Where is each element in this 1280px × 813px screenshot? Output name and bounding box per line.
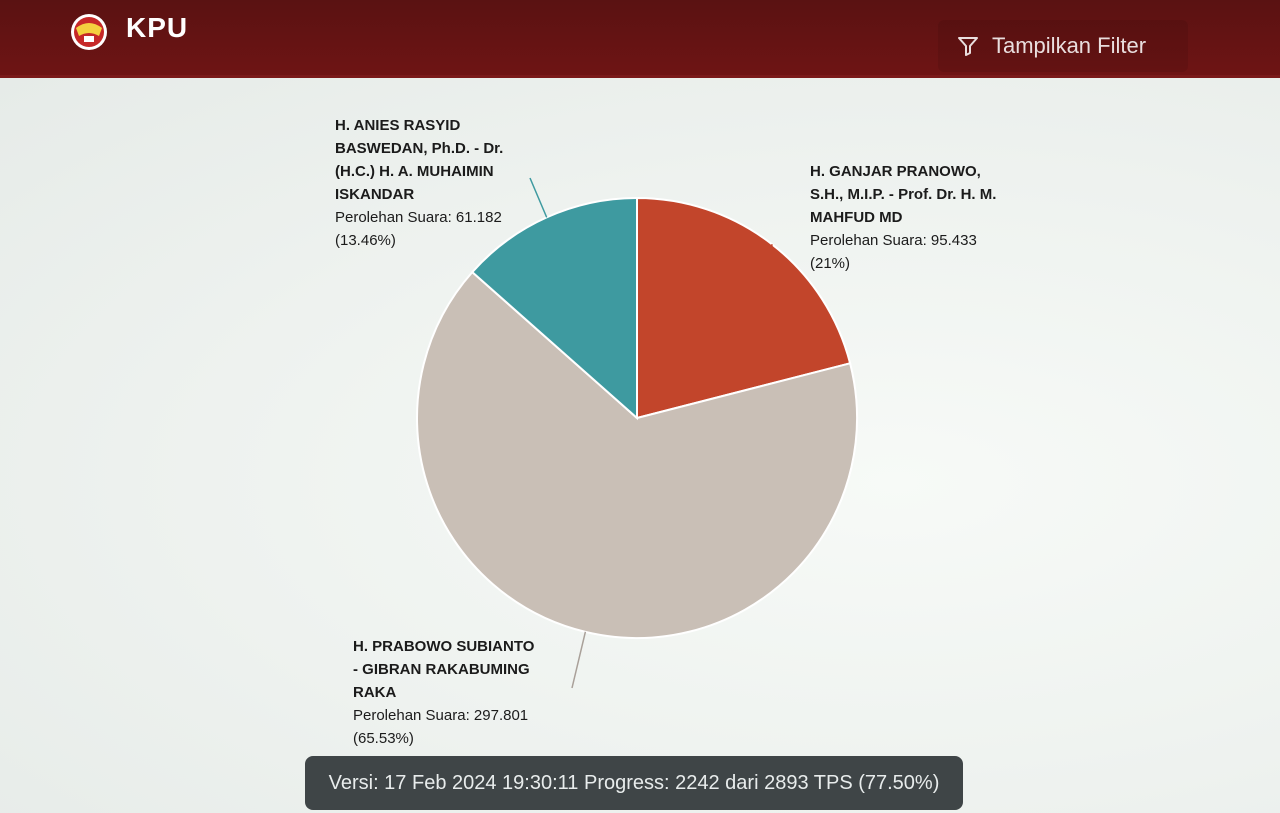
filter-icon bbox=[958, 37, 978, 56]
top-navbar: KPU Tampilkan Filter bbox=[0, 0, 1280, 78]
label-prabowo: H. PRABOWO SUBIANTO - GIBRAN RAKABUMING … bbox=[353, 635, 583, 750]
vote-pie-chart bbox=[416, 177, 858, 689]
leader-line-prabowo bbox=[571, 631, 587, 689]
pie-slice-prabowo[interactable] bbox=[416, 270, 858, 639]
label-ganjar-votes: Perolehan Suara: 95.433 (21%) bbox=[810, 232, 977, 272]
version-progress-bar: Versi: 17 Feb 2024 19:30:11 Progress: 22… bbox=[305, 756, 963, 810]
brand-title[interactable]: KPU bbox=[126, 12, 189, 43]
show-filter-label: Tampilkan Filter bbox=[992, 33, 1147, 58]
label-anies-name: H. ANIES RASYID BASWEDAN, Ph.D. - Dr. (H… bbox=[335, 117, 504, 203]
leader-line-anies bbox=[529, 177, 548, 218]
kpu-emblem-icon[interactable] bbox=[66, 10, 112, 52]
show-filter-button[interactable]: Tampilkan Filter bbox=[938, 20, 1188, 72]
label-anies: H. ANIES RASYID BASWEDAN, Ph.D. - Dr. (H… bbox=[335, 114, 545, 252]
label-prabowo-name: H. PRABOWO SUBIANTO - GIBRAN RAKABUMING … bbox=[353, 638, 535, 701]
label-anies-votes: Perolehan Suara: 61.182 (13.46%) bbox=[335, 209, 502, 249]
label-ganjar: H. GANJAR PRANOWO, S.H., M.I.P. - Prof. … bbox=[810, 160, 1030, 275]
pie-slice-ganjar[interactable] bbox=[636, 196, 852, 420]
label-ganjar-name: H. GANJAR PRANOWO, S.H., M.I.P. - Prof. … bbox=[810, 163, 997, 226]
label-prabowo-votes: Perolehan Suara: 297.801 (65.53%) bbox=[353, 707, 529, 747]
version-progress-text: Versi: 17 Feb 2024 19:30:11 Progress: 22… bbox=[328, 771, 940, 794]
